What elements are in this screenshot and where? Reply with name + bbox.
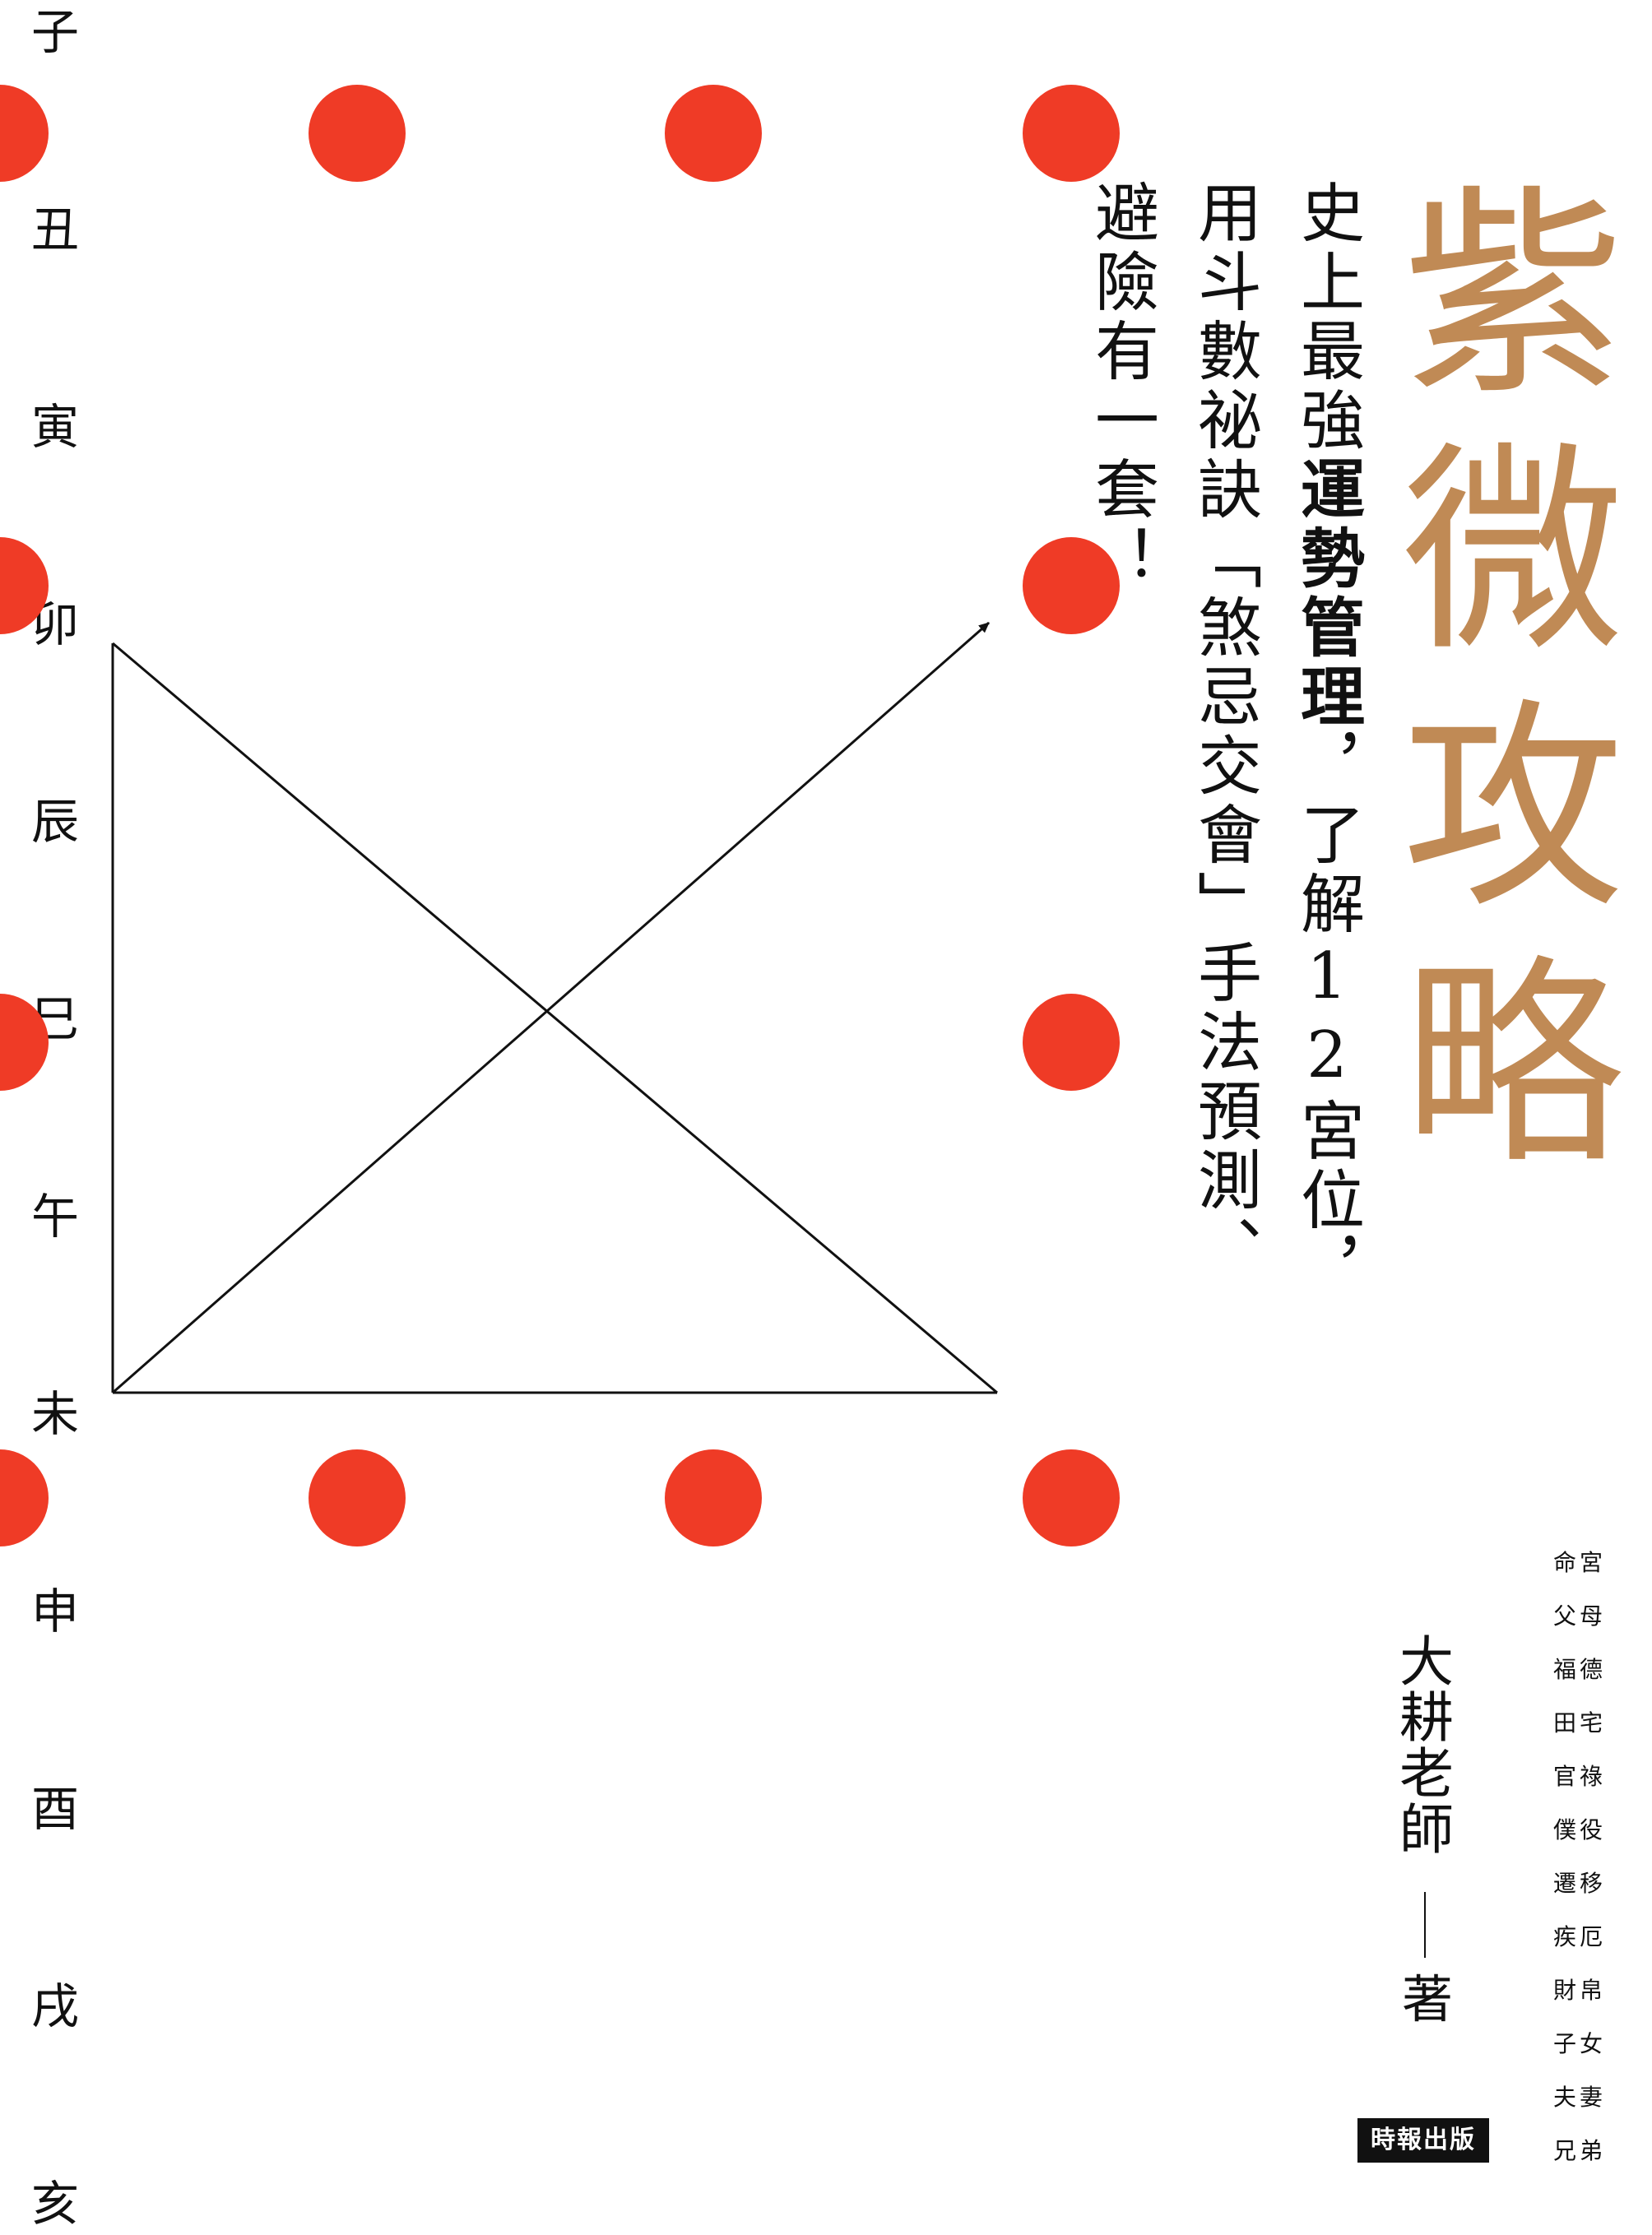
author-name: 大耕老師	[1390, 1633, 1454, 1857]
red-dot	[309, 85, 406, 182]
book-title: 紫微攻略	[1364, 177, 1623, 1203]
diagonal-line	[112, 642, 998, 1394]
palace-item: 夫妻	[1553, 2084, 1607, 2111]
palace-item: 疾厄	[1553, 1923, 1607, 1950]
palace-item: 田宅	[1553, 1709, 1607, 1737]
palace-item: 父母	[1553, 1602, 1607, 1630]
red-dot	[1023, 85, 1120, 182]
red-dot	[1023, 537, 1120, 634]
red-dot	[1023, 994, 1120, 1091]
author-divider	[1424, 1892, 1426, 1958]
branch-wu: 午	[30, 1189, 79, 1245]
arrow-line	[112, 621, 990, 1394]
red-dot	[309, 1449, 406, 1546]
tagline-line-3: 避險有一套！	[1084, 179, 1158, 594]
tagline-line-1: 史上最強運勢管理，了解12宮位，	[1290, 179, 1364, 1305]
red-dot	[1023, 1449, 1120, 1546]
branch-chen: 辰	[30, 794, 79, 850]
branch-zi: 子	[30, 4, 79, 60]
palace-item: 福德	[1553, 1656, 1607, 1683]
palace-item: 官祿	[1553, 1763, 1607, 1790]
branch-you: 酉	[30, 1781, 79, 1837]
author-suffix: 著	[1401, 1969, 1453, 2029]
branch-chou: 丑	[30, 202, 79, 257]
branch-xu: 戌	[30, 1978, 79, 2034]
branch-wei: 未	[30, 1386, 79, 1442]
palace-item: 兄弟	[1553, 2137, 1607, 2164]
publisher-logo: 時報出版	[1357, 2118, 1489, 2163]
palace-item: 財帛	[1553, 1977, 1607, 2004]
red-dot	[665, 85, 762, 182]
branch-hai: 亥	[30, 2176, 79, 2232]
tagline-line-2: 用斗數祕訣「煞忌交會」手法預測、	[1187, 179, 1261, 1285]
branch-yin: 寅	[30, 399, 79, 455]
palace-item: 命宮	[1553, 1549, 1607, 1576]
branch-shen: 申	[30, 1584, 79, 1639]
palace-item: 子女	[1553, 2030, 1607, 2057]
palace-item: 僕役	[1553, 1816, 1607, 1843]
red-dot	[665, 1449, 762, 1546]
palace-item: 遷移	[1553, 1870, 1607, 1897]
